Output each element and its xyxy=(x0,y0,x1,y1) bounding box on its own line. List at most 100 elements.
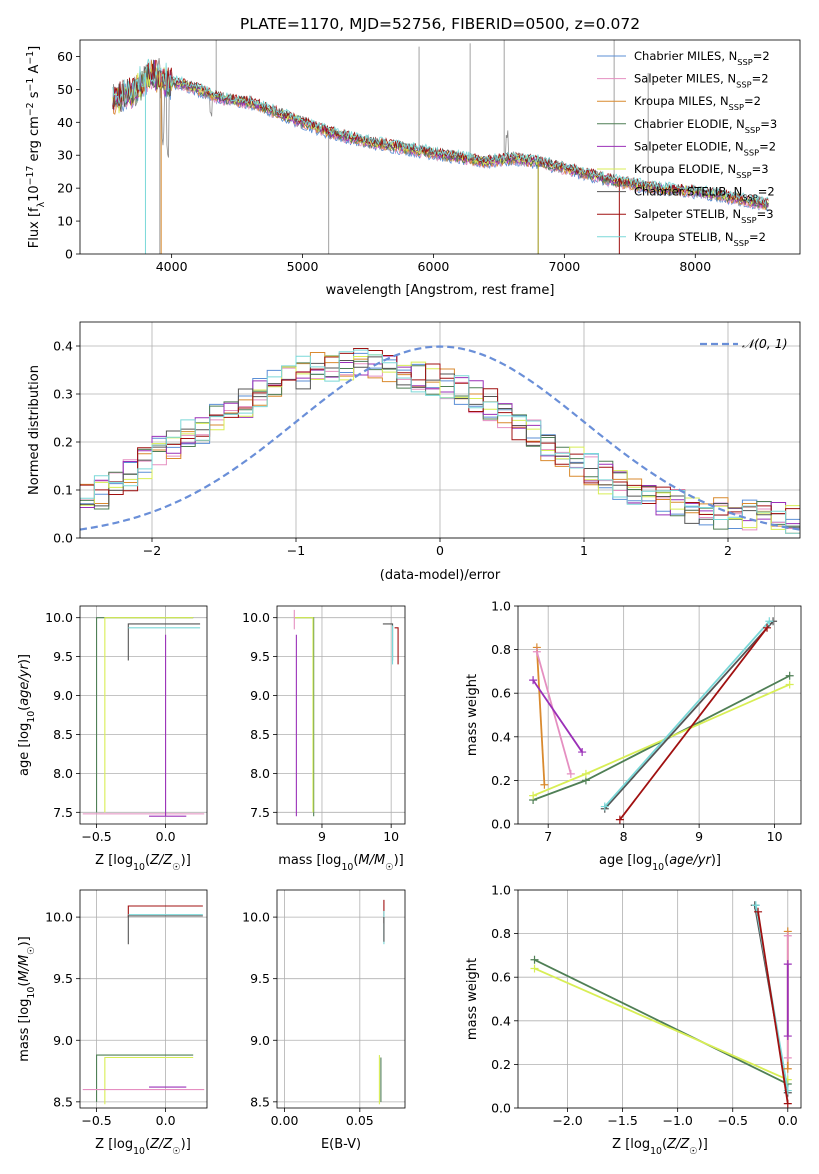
legend-label: Chabrier ELODIE, NSSP=3 xyxy=(634,117,777,135)
model-spectrum-kroupa-stelib xyxy=(112,58,769,206)
y-tick-label: 0.4 xyxy=(491,1013,511,1028)
weight-line-chabrier-stelib xyxy=(604,620,774,810)
segment-chabrier-stelib xyxy=(127,915,203,945)
axes-age_vs_Z: −0.5 0.0 7.5 8.0 8.5 9.0 9.5 10.0 Z [log10(Z/Z☉)… xyxy=(17,605,208,873)
x-tick-label: 4000 xyxy=(156,259,188,274)
y-tick-label: 10.0 xyxy=(45,610,73,625)
y-tick-label: 0.2 xyxy=(491,1057,511,1072)
x-tick-label: 10 xyxy=(767,829,783,844)
weight-marker xyxy=(785,680,794,689)
x-tick-label: −0.5 xyxy=(81,1113,111,1128)
x-tick-label: 7000 xyxy=(548,259,580,274)
x-tick-label: −0.5 xyxy=(81,829,111,844)
weight-line-chabrier-elodie xyxy=(534,958,789,1085)
y-tick-label: 8.0 xyxy=(250,766,270,781)
x-tick-label: −0.5 xyxy=(718,1113,748,1128)
axes-weight_vs_age: 7 8 9 10 0.0 0.2 0.4 0.6 0.8 1.0 mass weight age [l… xyxy=(465,599,802,873)
weight-marker xyxy=(754,907,763,916)
weight-line-salpeter-miles xyxy=(535,651,572,775)
x-tick-label: 6000 xyxy=(418,259,450,274)
x-tick-label: 0.05 xyxy=(346,1113,374,1128)
axes-age_vs_mass: 9 10 7.5 8.0 8.5 9.0 9.5 10.0 mass [log10(M/M☉)] xyxy=(242,605,406,873)
weight-marker xyxy=(578,748,587,757)
legend-label: Kroupa MILES, NSSP=2 xyxy=(634,94,761,112)
y-axis-label: mass weight xyxy=(465,958,480,1040)
weight-marker xyxy=(783,1053,792,1062)
weight-marker xyxy=(581,769,590,778)
y-tick-label: 9.5 xyxy=(250,649,270,664)
axes-frame xyxy=(79,889,208,1109)
weight-marker xyxy=(530,964,539,973)
weight-marker xyxy=(783,931,792,940)
weight-line-kroupa-elodie xyxy=(534,967,789,1081)
y-axis-label: age [log10(age/yr)] xyxy=(17,654,37,776)
y-tick-label: 10.0 xyxy=(242,610,270,625)
x-tick-label: 1 xyxy=(580,543,588,558)
weight-line-salpeter-elodie xyxy=(532,679,583,753)
weight-marker xyxy=(530,955,539,964)
weight-marker xyxy=(783,960,792,969)
y-tick-label: 8.5 xyxy=(250,727,270,742)
x-axis-label: Z [log10(Z/Z☉)] xyxy=(95,853,191,873)
normal-distribution-curve xyxy=(80,345,800,531)
axes-residuals: −2 −1 0 1 2 0.0 0.1 0.2 0.3 0.4 𝒩(0, 1) (data-model… xyxy=(27,321,801,583)
axes-frame xyxy=(276,889,406,1109)
y-axis-label: Normed distribution xyxy=(27,365,42,495)
y-tick-label: 30 xyxy=(57,148,73,163)
weight-marker xyxy=(529,676,538,685)
y-tick-label: 0.0 xyxy=(491,1101,511,1116)
plot-area-mass_vs_EBV xyxy=(378,899,385,1105)
y-tick-label: 7.5 xyxy=(53,805,73,820)
weight-marker xyxy=(529,791,538,800)
axes-mass_vs_Z: −0.5 0.0 8.5 9.0 9.5 10.0 Z [log10(Z/Z☉)] mass … xyxy=(17,889,208,1157)
y-tick-label: 0.8 xyxy=(491,926,511,941)
plot-area-spectrum xyxy=(112,40,769,254)
x-axis-label: (data-model)/error xyxy=(380,568,501,583)
y-axis-label: mass [log10(M/M☉)] xyxy=(17,936,37,1062)
axes-frame xyxy=(276,605,406,825)
legend-label: Kroupa ELODIE, NSSP=3 xyxy=(634,162,769,180)
segment-chabrier-stelib xyxy=(127,623,201,661)
segment-chabrier-elodie xyxy=(96,1054,194,1102)
axes-frame xyxy=(79,605,208,825)
segment-kroupa-elodie xyxy=(104,617,194,813)
x-tick-label: 0.0 xyxy=(156,1113,176,1128)
plot-area-age_vs_mass xyxy=(293,609,399,817)
weight-marker xyxy=(783,1099,792,1108)
weight-line-kroupa-stelib xyxy=(604,620,770,808)
axes-frame xyxy=(79,321,801,539)
y-tick-label: 0.4 xyxy=(53,339,73,354)
x-axis-label: Z [log10(Z/Z☉)] xyxy=(612,1137,708,1157)
x-axis-label: E(B-V) xyxy=(321,1137,361,1152)
legend-label: Salpeter STELIB, NSSP=3 xyxy=(634,207,774,225)
legend-label: Chabrier MILES, NSSP=2 xyxy=(634,49,770,67)
y-tick-label: 1.0 xyxy=(491,599,511,614)
y-tick-label: 8.0 xyxy=(53,766,73,781)
y-tick-label: 0.1 xyxy=(53,483,73,498)
x-tick-label: −1.0 xyxy=(662,1113,692,1128)
weight-marker xyxy=(785,671,794,680)
y-tick-label: 9.5 xyxy=(53,971,73,986)
legend-label: Kroupa STELIB, NSSP=2 xyxy=(634,230,766,248)
y-tick-label: 9.0 xyxy=(250,688,270,703)
weight-marker xyxy=(751,901,760,910)
chart-title: PLATE=1170, MJD=52756, FIBERID=0500, z=0… xyxy=(240,15,640,33)
x-tick-label: 9 xyxy=(318,829,326,844)
axes-weight_vs_Z: −2.0 −1.5 −1.0 −0.5 0.0 0.0 0.2 0.4 0.6 0.8 1.0 mas… xyxy=(465,883,802,1157)
histogram-kroupa-stelib xyxy=(80,349,800,534)
y-tick-label: 0.4 xyxy=(491,729,511,744)
x-tick-label: 10 xyxy=(383,829,399,844)
y-tick-label: 0.0 xyxy=(53,531,73,546)
weight-line-salpeter-stelib xyxy=(619,627,768,821)
x-tick-label: 8000 xyxy=(679,259,711,274)
x-axis-label: age [log10(age/yr)] xyxy=(599,853,721,873)
y-tick-label: 10 xyxy=(57,214,73,229)
weight-marker xyxy=(532,647,541,656)
x-axis-label: Z [log10(Z/Z☉)] xyxy=(95,1137,191,1157)
weight-marker xyxy=(566,769,575,778)
plot-area-weight_vs_age xyxy=(529,617,794,824)
y-tick-label: 50 xyxy=(57,82,73,97)
y-tick-label: 40 xyxy=(57,115,73,130)
x-axis-label: mass [log10(M/M☉)] xyxy=(278,853,404,873)
axes-frame xyxy=(517,605,802,825)
